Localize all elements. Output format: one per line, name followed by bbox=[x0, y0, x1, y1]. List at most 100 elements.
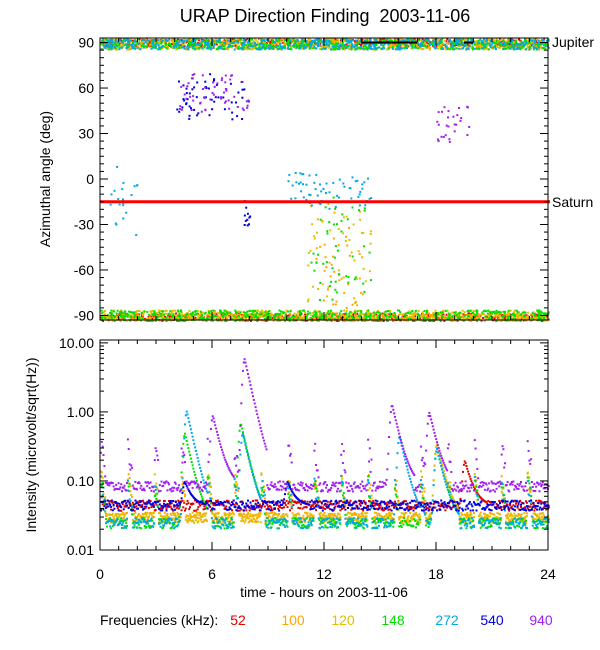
azimuth-point-100khz bbox=[486, 48, 489, 51]
azimuth-point-272khz bbox=[342, 182, 345, 185]
azimuth-point-148khz bbox=[155, 317, 158, 320]
azimuth-point-100khz bbox=[140, 44, 142, 47]
azimuth-point-272khz bbox=[162, 45, 164, 48]
azimuth-point-52khz bbox=[466, 43, 469, 46]
azimuth-point-148khz bbox=[222, 314, 225, 317]
azimuth-point-120khz bbox=[350, 316, 353, 319]
azimuth-point-148khz bbox=[220, 41, 223, 44]
azimuth-point-120khz bbox=[435, 41, 438, 43]
azimuth-point-100khz bbox=[505, 40, 508, 43]
azimuth-point-148khz bbox=[329, 309, 332, 312]
azimuth-point-148khz bbox=[292, 45, 295, 48]
azimuth-point-272khz bbox=[364, 204, 367, 207]
azimuth-point-272khz bbox=[115, 44, 118, 47]
azimuth-point-272khz bbox=[217, 38, 220, 41]
azimuth-point-272khz bbox=[122, 181, 125, 184]
azimuth-point-272khz bbox=[305, 198, 308, 201]
azimuth-point-148khz bbox=[189, 41, 192, 44]
azimuth-point-120khz bbox=[226, 38, 229, 41]
azimuth-point-100khz bbox=[457, 314, 460, 317]
azimuth-point-272khz bbox=[502, 48, 505, 51]
azimuth-point-148khz bbox=[542, 312, 545, 315]
azimuth-point-120khz bbox=[135, 312, 138, 315]
azimuth-point-272khz bbox=[105, 43, 108, 46]
azimuth-point-100khz bbox=[399, 38, 402, 40]
azimuth-point-148khz bbox=[338, 273, 341, 276]
azimuth-point-148khz bbox=[141, 39, 143, 42]
azimuth-point-272khz bbox=[331, 45, 334, 48]
azimuth-point-52khz bbox=[531, 44, 533, 47]
azimuth-point-272khz bbox=[534, 39, 537, 42]
azimuth-point-52khz bbox=[246, 38, 249, 41]
azimuth-point-148khz bbox=[471, 46, 474, 49]
azimuth-point-120khz bbox=[364, 280, 367, 283]
azimuth-point-148khz bbox=[455, 47, 458, 50]
azimuth-point-148khz bbox=[519, 47, 522, 50]
azimuth-point-272khz bbox=[350, 197, 353, 200]
azimuth-point-120khz bbox=[343, 315, 346, 318]
azimuth-point-148khz bbox=[411, 43, 414, 46]
azimuth-point-148khz bbox=[182, 315, 185, 317]
azimuth-point-272khz bbox=[369, 44, 372, 47]
azimuth-point-120khz bbox=[359, 218, 362, 221]
azimuth-point-148khz bbox=[398, 309, 401, 312]
azimuth-point-100khz bbox=[307, 41, 310, 44]
azimuth-point-148khz bbox=[107, 48, 110, 51]
azimuth-point-148khz bbox=[505, 47, 507, 50]
azimuth-point-120khz bbox=[103, 45, 105, 48]
azimuth-point-148khz bbox=[143, 310, 146, 313]
azimuth-point-120khz bbox=[312, 312, 315, 315]
azimuth-point-148khz bbox=[292, 38, 295, 41]
azimuth-point-148khz bbox=[110, 312, 113, 315]
azimuth-point-120khz bbox=[498, 315, 501, 318]
azimuth-point-120khz bbox=[174, 47, 177, 50]
azimuth-point-100khz bbox=[131, 318, 134, 321]
azimuth-point-120khz bbox=[484, 38, 487, 41]
azimuth-point-120khz bbox=[259, 315, 262, 318]
azimuth-point-148khz bbox=[476, 47, 479, 50]
azimuth-point-52khz bbox=[427, 42, 430, 45]
azimuth-point-272khz bbox=[537, 39, 540, 42]
azimuth-point-272khz bbox=[295, 46, 298, 49]
azimuth-point-148khz bbox=[544, 313, 547, 316]
azimuth-point-148khz bbox=[154, 313, 157, 316]
azimuth-point-100khz bbox=[181, 318, 184, 321]
azimuth-point-272khz bbox=[387, 43, 390, 46]
azimuth-point-120khz bbox=[451, 311, 454, 314]
azimuth-point-100khz bbox=[160, 318, 163, 321]
azimuth-point-148khz bbox=[175, 318, 178, 321]
azimuth-point-272khz bbox=[298, 182, 300, 185]
azimuth-point-272khz bbox=[175, 41, 178, 44]
azimuth-point-100khz bbox=[323, 269, 326, 272]
azimuth-point-120khz bbox=[478, 313, 481, 316]
azimuth-point-272khz bbox=[438, 40, 441, 43]
azimuth-point-52khz bbox=[504, 316, 507, 319]
azimuth-point-148khz bbox=[100, 316, 103, 319]
azimuth-point-100khz bbox=[163, 38, 166, 41]
azimuth-point-540khz bbox=[185, 92, 188, 95]
azimuth-point-540khz bbox=[213, 78, 216, 81]
azimuth-point-120khz bbox=[469, 315, 472, 318]
azimuth-point-272khz bbox=[421, 44, 424, 47]
azimuth-point-148khz bbox=[206, 318, 209, 321]
azimuth-point-272khz bbox=[313, 181, 316, 184]
azimuth-point-100khz bbox=[414, 313, 417, 316]
azimuth-point-272khz bbox=[241, 44, 244, 47]
azimuth-point-148khz bbox=[256, 312, 259, 314]
azimuth-point-272khz bbox=[122, 217, 125, 220]
azimuth-point-100khz bbox=[221, 42, 224, 45]
azimuth-point-148khz bbox=[328, 221, 331, 224]
azimuth-point-120khz bbox=[183, 313, 186, 316]
azimuth-point-272khz bbox=[160, 45, 163, 48]
azimuth-point-120khz bbox=[391, 316, 394, 319]
azimuth-point-272khz bbox=[410, 44, 413, 47]
azimuth-point-272khz bbox=[300, 42, 303, 45]
azimuth-point-52khz bbox=[220, 313, 223, 316]
azimuth-point-148khz bbox=[247, 314, 250, 317]
azimuth-point-100khz bbox=[235, 46, 238, 49]
azimuth-point-100khz bbox=[476, 312, 478, 315]
azimuth-point-272khz bbox=[328, 40, 330, 43]
azimuth-point-272khz bbox=[483, 44, 486, 47]
azimuth-point-120khz bbox=[225, 312, 228, 315]
azimuth-point-272khz bbox=[383, 47, 386, 50]
